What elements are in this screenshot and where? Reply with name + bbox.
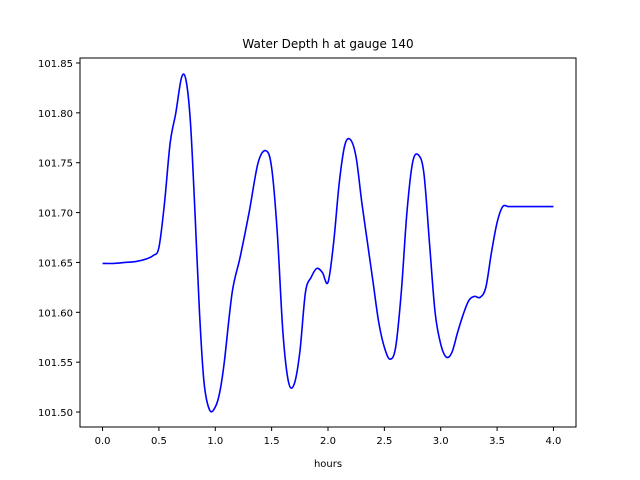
x-tick-label: 3.0 — [433, 436, 449, 447]
y-tick-label: 101.60 — [38, 308, 73, 319]
y-tick-label: 101.55 — [38, 358, 73, 369]
y-tick-label: 101.85 — [38, 59, 73, 70]
y-tick-label: 101.50 — [38, 408, 73, 419]
x-tick-label: 3.5 — [489, 436, 505, 447]
x-tick-label: 2.5 — [376, 436, 392, 447]
y-tick-label: 101.75 — [38, 159, 73, 170]
y-tick-label: 101.80 — [38, 109, 73, 120]
x-tick-label: 2.0 — [320, 436, 336, 447]
x-tick-label: 1.0 — [207, 436, 223, 447]
plot-area — [79, 57, 577, 428]
x-tick-label: 1.5 — [264, 436, 280, 447]
y-tick-label: 101.70 — [38, 209, 73, 220]
series-group — [102, 73, 554, 413]
x-axis-label: hours — [314, 459, 342, 470]
series-line — [102, 73, 554, 413]
x-tick-label: 4.0 — [546, 436, 562, 447]
x-tick-label: 0.0 — [95, 436, 111, 447]
x-axis: 0.0 0.5 1.0 1.5 2.0 2.5 3.0 3.5 4.0 — [95, 427, 562, 447]
y-axis: 101.50 101.55 101.60 101.65 101.70 101.75 101.… — [38, 59, 80, 419]
x-tick-label: 0.5 — [151, 436, 167, 447]
chart-title: Water Depth h at gauge 140 — [242, 37, 413, 51]
y-tick-label: 101.65 — [38, 258, 73, 269]
